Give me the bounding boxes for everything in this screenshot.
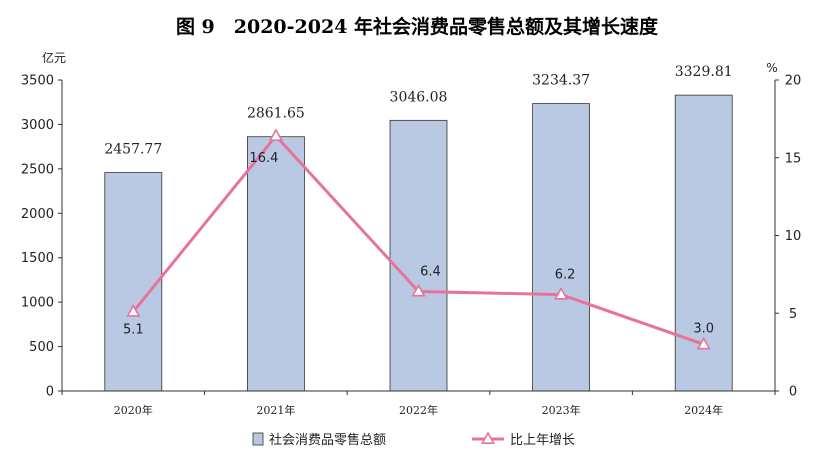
- left-axis-unit: 亿元: [42, 50, 66, 65]
- growth-value-label-0: 5.1: [123, 323, 144, 338]
- bar-1: [246, 136, 305, 392]
- chart-title: 图 9 2020-2024 年社会消费品零售总额及其增长速度: [176, 15, 659, 38]
- growth-value-label-2: 6.4: [420, 264, 441, 279]
- left-tick-label-3: 1500: [21, 251, 54, 266]
- growth-point-2: [411, 283, 426, 297]
- x-tick-label-0: 2020年: [114, 403, 153, 417]
- legend: 社会消费品零售总额 比上年增长: [252, 431, 575, 448]
- left-tick-label-7: 3500: [21, 74, 54, 89]
- bar-value-label-1: 2861.65: [247, 106, 305, 122]
- bar-value-label-4: 3329.81: [675, 64, 733, 80]
- growth-value-label-3: 6.2: [555, 268, 576, 283]
- growth-point-1: [268, 128, 283, 141]
- growth-value-label-1: 16.4: [249, 151, 278, 166]
- bar-3: [532, 103, 590, 392]
- x-tick-label-2: 2022年: [399, 403, 438, 417]
- left-tick-label-0: 0: [46, 385, 54, 400]
- left-tick-label-1: 500: [29, 340, 54, 355]
- legend-line-marker: [480, 431, 496, 445]
- x-tick-label-1: 2021年: [256, 403, 295, 417]
- bar-value-label-2: 3046.08: [390, 89, 448, 105]
- left-tick-label-2: 1000: [21, 296, 54, 311]
- bar-value-label-0: 2457.77: [104, 142, 162, 158]
- bar-0: [104, 172, 163, 392]
- right-tick-label-1: 5: [789, 307, 797, 322]
- left-tick-label-6: 3000: [21, 118, 54, 133]
- legend-bar-swatch: [252, 432, 264, 446]
- bar-2: [389, 119, 448, 392]
- growth-point-3: [554, 286, 569, 300]
- bar-value-label-3: 3234.37: [532, 73, 590, 89]
- legend-line-label: 比上年增长: [510, 433, 575, 448]
- right-tick-label-0: 0: [789, 385, 797, 400]
- growth-point-4: [696, 336, 711, 350]
- plot-area: 2457.77 2861.65 3046.08 3234.37 3329.81 0 500 1…: [21, 64, 801, 417]
- right-axis-unit: %: [766, 61, 777, 75]
- left-tick-label-4: 2000: [21, 207, 54, 222]
- left-tick-label-5: 2500: [21, 162, 54, 177]
- right-tick-label-4: 20: [785, 74, 802, 89]
- legend-bar-label: 社会消费品零售总额: [269, 432, 386, 448]
- x-tick-label-4: 2024年: [684, 403, 723, 417]
- right-tick-label-2: 10: [785, 229, 802, 244]
- right-tick-label-3: 15: [785, 151, 802, 166]
- x-tick-label-3: 2023年: [542, 403, 581, 417]
- growth-value-label-4: 3.0: [693, 321, 714, 336]
- growth-point-0: [126, 304, 141, 317]
